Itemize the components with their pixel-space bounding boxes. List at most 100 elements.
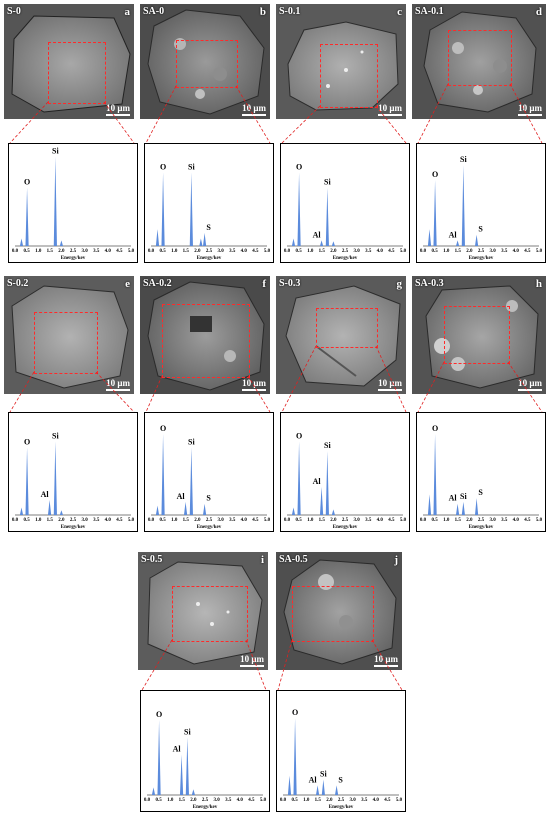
peak-label: Al [449,494,458,503]
peak-si [53,441,57,515]
peak-si [321,779,325,795]
x-tick-label: 1.5 [47,518,54,523]
peak-si [325,187,329,246]
x-tick-label: 5.0 [128,518,135,523]
eds-spectrum-j: 0.0 0.5 1.0 1.5 2.0 2.5 3.0 3.5 4.0 4.5 5.0 O Al Si S E… [276,690,406,812]
spectrum-plot: 0.0 0.5 1.0 1.5 2.0 2.5 3.0 3.5 4.0 4.5 5.0 O Si Al [284,163,407,254]
roi-box [172,586,248,642]
scale-bar: 10 μm [374,654,398,667]
eds-spectrum-h: 0.0 0.5 1.0 1.5 2.0 2.5 3.0 3.5 4.0 4.5 5.0 O Al Si S E… [416,412,546,532]
peak-o [25,187,29,246]
x-tick-label: 1.5 [47,249,54,254]
x-tick-label: 1.5 [319,518,326,523]
minor-peak [59,240,63,246]
x-tick-label: 3.0 [217,518,224,523]
x-axis-label: Energy/kev [468,256,494,261]
peak-label: O [160,424,166,433]
x-tick-label: 1.5 [179,798,186,803]
roi-box [316,308,378,348]
x-axis-label: Energy/kev [468,525,494,530]
peak-s [334,785,339,795]
peak-o [293,718,297,795]
peak-al [319,486,324,515]
roi-box [320,44,378,108]
sample-label: S-0.1 [279,6,301,17]
x-tick-label: 4.5 [252,518,259,523]
sem-texture [412,4,546,119]
scale-bar: 10 μm [106,378,130,391]
peak-label: Si [460,155,467,164]
x-tick-label: 4.0 [513,518,520,523]
x-tick-label: 0.5 [159,518,166,523]
x-tick-label: 2.5 [70,518,77,523]
panel-letter: b [259,6,266,18]
sample-label: SA-0.3 [415,278,444,289]
x-tick-label: 5.0 [400,518,407,523]
roi-box [176,40,238,88]
x-tick-label: 3.5 [225,798,232,803]
x-tick-label: 4.0 [377,518,384,523]
x-tick-label: 1.0 [303,798,310,803]
scale-bar: 10 μm [378,378,402,391]
panel-letter: d [535,6,542,18]
x-tick-label: 2.5 [70,249,77,254]
x-tick-label: 4.5 [388,249,395,254]
peak-si [185,737,189,795]
x-tick-label: 1.0 [171,518,178,523]
roi-box [448,30,512,86]
scale-bar: 10 μm [106,103,130,116]
roi-box [48,42,106,104]
x-tick-label: 0.5 [431,518,438,523]
x-tick-label: 0.0 [12,249,19,254]
peak-o [297,441,301,515]
sem-image-i: S-0.5 i 10 μm [138,552,268,670]
sem-image-d: SA-0.1 d 10 μm [412,4,546,119]
peak-si [461,165,465,246]
peak-label: Si [324,178,331,187]
x-tick-label: 3.0 [81,249,88,254]
peak-al [315,785,320,795]
peak-label: Al [173,745,182,754]
eds-spectrum-b: 0.0 0.5 1.0 1.5 2.0 2.5 3.0 3.5 4.0 4.5 5.0 O Si S Ene… [144,143,274,263]
peak-s [474,234,479,246]
x-axis-label: Energy/kev [332,525,358,530]
minor-peak [287,775,292,795]
x-tick-label: 2.5 [202,798,209,803]
peak-label: Si [188,163,195,172]
x-axis-label: Energy/kev [60,525,86,530]
roi-box [34,312,98,374]
x-tick-label: 4.0 [241,249,248,254]
peak-label: S [206,223,211,232]
x-tick-label: 1.0 [171,249,178,254]
minor-peak [191,789,195,795]
peak-label: Al [41,490,50,499]
x-tick-label: 3.0 [217,249,224,254]
sem-image-g: S-0.3 g 10 μm [276,276,406,394]
x-tick-label: 3.5 [365,249,372,254]
eds-spectrum-a: 0.0 0.5 1.0 1.5 2.0 2.5 3.0 3.5 4.0 4.5 5.0 O Si Ener… [8,143,138,263]
peak-label: Si [320,770,327,779]
peak-label: Si [52,432,59,441]
x-tick-label: 4.5 [524,518,531,523]
scale-bar: 10 μm [518,378,542,391]
sample-label: SA-0.5 [279,554,308,565]
x-tick-label: 1.0 [167,798,174,803]
eds-spectrum-c: 0.0 0.5 1.0 1.5 2.0 2.5 3.0 3.5 4.0 4.5 5.0 O Si Al En… [280,143,410,263]
x-tick-label: 3.5 [501,249,508,254]
spectrum-plot: 0.0 0.5 1.0 1.5 2.0 2.5 3.0 3.5 4.0 4.5 5.0 O Si [12,147,135,254]
x-tick-label: 1.5 [319,249,326,254]
minor-peak [59,510,63,515]
scale-bar: 10 μm [242,103,266,116]
x-tick-label: 4.5 [248,798,255,803]
x-tick-label: 3.5 [229,518,236,523]
panel-letter: h [535,278,542,290]
peak-label: Si [188,437,195,446]
x-tick-label: 1.0 [443,518,450,523]
peak-o [25,447,29,515]
x-tick-label: 0.0 [148,518,155,523]
peak-label: Al [313,477,322,486]
x-tick-label: 4.0 [237,798,244,803]
x-tick-label: 0.5 [155,798,162,803]
